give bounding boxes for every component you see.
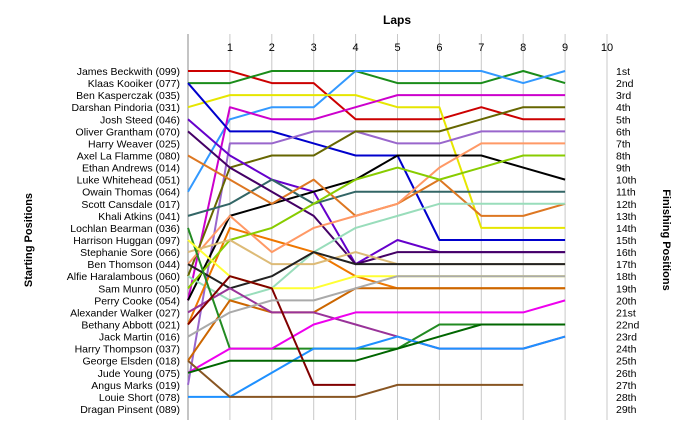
x-tick-label: 4 [353, 42, 359, 54]
series-line-5 [187, 94, 566, 301]
y-axis-label-left: Starting Positions [23, 193, 35, 287]
x-tick-label: 3 [311, 42, 317, 54]
starting-position-label: Bethany Abbott (021) [81, 320, 180, 332]
x-tick-labels: 1 2 3 4 5 6 7 8 9 10 [227, 42, 613, 54]
finishing-positions-list: 1st2nd3rd4th5th6th7th8th9th10th11th12th1… [616, 66, 640, 416]
starting-position-label: Darshan Pindoria (031) [71, 102, 180, 114]
starting-position-label: Oliver Grantham (070) [76, 126, 180, 138]
finishing-position-label: 27th [616, 380, 637, 392]
starting-position-label: Dragan Pinsent (089) [80, 404, 180, 416]
finishing-position-label: 13th [616, 211, 637, 223]
starting-position-label: Lochlan Bearman (036) [70, 223, 180, 235]
starting-position-label: Axel La Flamme (080) [77, 151, 180, 163]
starting-position-label: Harry Thompson (037) [75, 344, 180, 356]
series-line-7 [187, 130, 566, 386]
y-axis-label-right: Finishing Positions [660, 189, 672, 290]
finishing-position-label: 7th [616, 138, 631, 150]
finishing-position-label: 17th [616, 259, 637, 271]
starting-position-label: Angus Marks (019) [91, 380, 180, 392]
finishing-position-label: 28th [616, 392, 637, 404]
x-tick-label: 1 [227, 42, 233, 54]
starting-position-label: Perry Cooke (054) [94, 295, 180, 307]
x-tick-label: 8 [520, 42, 526, 54]
series-line-23 [188, 335, 566, 398]
starting-position-label: Khali Atkins (041) [98, 211, 180, 223]
starting-position-label: James Beckwith (099) [77, 66, 180, 78]
starting-position-label: Sam Munro (050) [98, 283, 180, 295]
starting-position-label: Jude Young (075) [98, 368, 180, 380]
x-tick-label: 7 [478, 42, 484, 54]
starting-position-label: Harry Weaver (025) [88, 138, 180, 150]
finishing-position-label: 23rd [616, 332, 637, 344]
finishing-position-label: 26th [616, 368, 637, 380]
finishing-position-label: 10th [616, 175, 637, 187]
x-tick-label: 10 [601, 42, 613, 54]
finishing-position-label: 21st [616, 307, 636, 319]
finishing-position-label: 22nd [616, 320, 640, 332]
starting-position-label: Scott Cansdale (017) [81, 199, 180, 211]
starting-position-label: Alfie Haralambous (060) [67, 271, 180, 283]
starting-positions-list: James Beckwith (099)Klaas Kooiker (077)B… [67, 66, 180, 416]
series-line-26 [187, 275, 356, 386]
series-line-29 [187, 323, 566, 374]
series-line-17 [187, 154, 566, 289]
starting-position-label: Ben Kasperczak (035) [76, 90, 180, 102]
finishing-position-label: 11th [616, 187, 636, 199]
series-line-14 [187, 202, 566, 302]
starting-position-label: Harrison Huggan (097) [73, 235, 180, 247]
finishing-position-label: 20th [616, 295, 637, 307]
starting-position-label: Alexander Walker (027) [70, 307, 180, 319]
finishing-position-label: 19th [616, 283, 637, 295]
finishing-position-label: 12th [616, 199, 637, 211]
starting-position-label: Ethan Andrews (014) [82, 163, 180, 175]
chart-title: Laps [383, 13, 411, 27]
x-tick-label: 9 [562, 42, 568, 54]
finishing-position-label: 4th [616, 102, 631, 114]
x-tick-label: 2 [269, 42, 275, 54]
finishing-position-label: 29th [616, 404, 637, 416]
finishing-position-label: 5th [616, 114, 631, 126]
x-tick-label: 6 [436, 42, 442, 54]
x-tick-label: 5 [394, 42, 400, 54]
starting-position-label: Klaas Kooiker (077) [88, 78, 180, 90]
series-lines [187, 70, 566, 398]
starting-position-label: Louie Short (078) [99, 392, 180, 404]
starting-position-label: Stephanie Sore (066) [80, 247, 180, 259]
series-line-6 [187, 82, 566, 241]
starting-position-label: Luke Whitehead (051) [77, 175, 180, 187]
finishing-position-label: 18th [616, 271, 637, 283]
series-line-24 [187, 299, 566, 374]
starting-position-label: Josh Steed (046) [100, 114, 180, 126]
starting-position-label: Owain Thomas (064) [82, 187, 180, 199]
series-line-28 [187, 275, 566, 338]
starting-position-label: Ben Thomson (044) [87, 259, 180, 271]
starting-position-label: George Elsden (018) [83, 356, 180, 368]
finishing-position-label: 9th [616, 163, 631, 175]
starting-position-label: Jack Martin (016) [99, 332, 180, 344]
finishing-position-label: 6th [616, 126, 631, 138]
finishing-position-label: 25th [616, 356, 637, 368]
finishing-position-label: 8th [616, 151, 631, 163]
finishing-position-label: 24th [616, 344, 637, 356]
finishing-position-label: 2nd [616, 78, 634, 90]
series-line-8 [187, 106, 566, 277]
finishing-position-label: 14th [616, 223, 637, 235]
finishing-position-label: 16th [616, 247, 637, 259]
finishing-position-label: 15th [616, 235, 637, 247]
series-line-27 [187, 359, 524, 398]
finishing-position-label: 1st [616, 66, 630, 78]
finishing-position-label: 3rd [616, 90, 631, 102]
